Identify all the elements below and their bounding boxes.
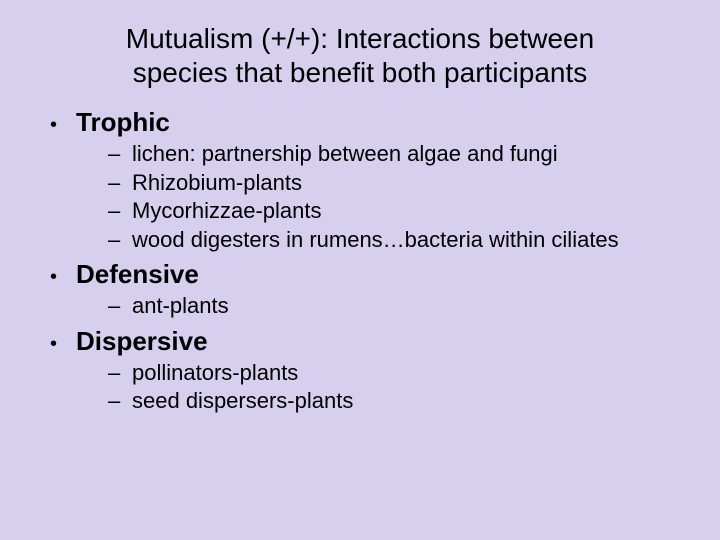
sub-item-label: wood digesters in rumens…bacteria within…	[132, 226, 619, 254]
dash-icon: –	[108, 388, 132, 414]
slide: Mutualism (+/+): Interactions between sp…	[0, 0, 720, 540]
sub-list-item: – lichen: partnership between algae and …	[108, 140, 680, 168]
dash-icon: –	[108, 360, 132, 386]
sub-item-label: pollinators-plants	[132, 359, 298, 387]
sub-item-label: Mycorhizzae-plants	[132, 197, 322, 225]
sub-item-label: ant-plants	[132, 292, 229, 320]
sub-item-label: Rhizobium-plants	[132, 169, 302, 197]
dash-icon: –	[108, 198, 132, 224]
dash-icon: –	[108, 293, 132, 319]
sub-list: – lichen: partnership between algae and …	[50, 140, 680, 253]
sub-list: – ant-plants	[50, 292, 680, 320]
sub-list-item: – Mycorhizzae-plants	[108, 197, 680, 225]
bullet-list: • Trophic – lichen: partnership between …	[40, 107, 680, 415]
list-item-label: Defensive	[76, 259, 199, 290]
slide-title: Mutualism (+/+): Interactions between sp…	[80, 22, 640, 89]
list-item: • Dispersive – pollinators-plants – seed…	[50, 326, 680, 415]
sub-item-label: seed dispersers-plants	[132, 387, 353, 415]
list-item: • Trophic – lichen: partnership between …	[50, 107, 680, 253]
dash-icon: –	[108, 141, 132, 167]
bullet-icon: •	[50, 115, 76, 135]
dash-icon: –	[108, 170, 132, 196]
sub-list-item: – seed dispersers-plants	[108, 387, 680, 415]
sub-list-item: – ant-plants	[108, 292, 680, 320]
dash-icon: –	[108, 227, 132, 253]
sub-list-item: – Rhizobium-plants	[108, 169, 680, 197]
bullet-icon: •	[50, 334, 76, 354]
list-item-label: Trophic	[76, 107, 170, 138]
sub-list-item: – pollinators-plants	[108, 359, 680, 387]
list-item-label: Dispersive	[76, 326, 208, 357]
bullet-icon: •	[50, 267, 76, 287]
sub-item-label: lichen: partnership between algae and fu…	[132, 140, 558, 168]
sub-list: – pollinators-plants – seed dispersers-p…	[50, 359, 680, 415]
sub-list-item: – wood digesters in rumens…bacteria with…	[108, 226, 680, 254]
list-item: • Defensive – ant-plants	[50, 259, 680, 320]
